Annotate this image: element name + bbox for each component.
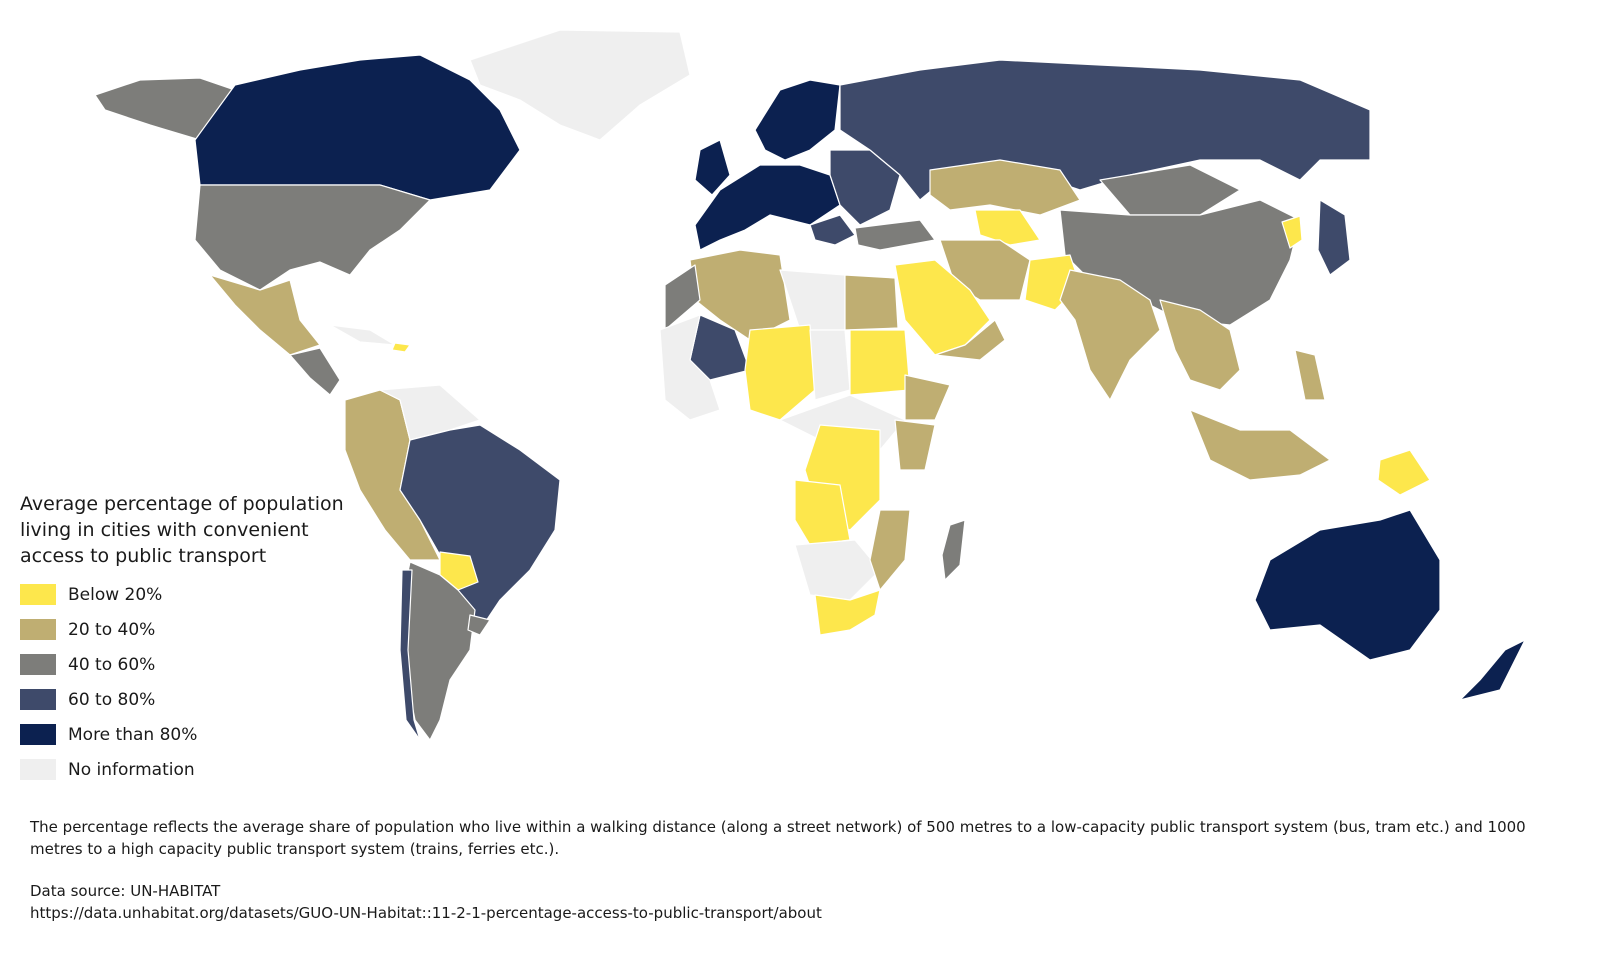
region-uk bbox=[694, 139, 731, 196]
source-label: Data source: UN-HABITAT bbox=[30, 882, 221, 900]
region-sudan bbox=[849, 329, 911, 396]
region-png bbox=[1377, 449, 1431, 496]
region-morocco-west bbox=[664, 264, 701, 331]
region-niger-nigeria bbox=[744, 324, 816, 421]
region-canada bbox=[194, 54, 521, 201]
region-south-africa bbox=[814, 589, 881, 636]
legend-label: 60 to 80% bbox=[68, 689, 156, 710]
region-central-asia bbox=[974, 209, 1041, 246]
legend-title: Average percentage of population living … bbox=[20, 493, 344, 567]
region-scandinavia bbox=[754, 79, 841, 161]
region-mexico bbox=[209, 274, 321, 356]
region-ethiopia bbox=[904, 374, 951, 421]
source-url: https://data.unhabitat.org/datasets/GUO-… bbox=[30, 904, 822, 922]
region-greenland bbox=[469, 29, 691, 141]
region-haiti bbox=[391, 342, 411, 353]
region-kazakhstan bbox=[929, 159, 1081, 216]
legend-swatch bbox=[20, 689, 56, 710]
region-west-africa bbox=[659, 314, 721, 421]
region-se-asia bbox=[1159, 299, 1241, 391]
world-choropleth-map bbox=[94, 29, 1526, 741]
region-central-america bbox=[289, 347, 341, 396]
region-philippines bbox=[1294, 349, 1326, 401]
legend-label: More than 80% bbox=[68, 724, 198, 745]
region-libya bbox=[779, 269, 846, 331]
footer-note: The percentage reflects the average shar… bbox=[30, 818, 1526, 858]
legend-item: More than 80% bbox=[20, 717, 360, 752]
region-chile bbox=[399, 569, 421, 741]
map-legend: Average percentage of population living … bbox=[20, 491, 360, 787]
region-arabia bbox=[894, 259, 991, 356]
region-oman-yemen bbox=[934, 319, 1006, 361]
legend-swatch bbox=[20, 759, 56, 780]
region-east-africa bbox=[894, 419, 936, 471]
legend-label: 40 to 60% bbox=[68, 654, 156, 675]
legend-label: 20 to 40% bbox=[68, 619, 156, 640]
region-india bbox=[1059, 269, 1161, 401]
region-madagascar bbox=[941, 519, 966, 581]
legend-item: 20 to 40% bbox=[20, 612, 360, 647]
region-balkans bbox=[809, 214, 856, 246]
legend-swatch bbox=[20, 584, 56, 605]
region-egypt bbox=[844, 274, 899, 331]
region-japan bbox=[1317, 199, 1351, 276]
legend-swatch bbox=[20, 654, 56, 675]
region-mozambique bbox=[869, 509, 911, 591]
legend-item: 40 to 60% bbox=[20, 647, 360, 682]
legend-item: Below 20% bbox=[20, 577, 360, 612]
region-australia bbox=[1254, 509, 1441, 661]
region-turkey bbox=[854, 219, 936, 251]
region-brazil bbox=[399, 424, 561, 631]
region-caribbean bbox=[329, 324, 396, 346]
region-indonesia bbox=[1189, 409, 1331, 481]
region-western-europe bbox=[694, 164, 841, 251]
legend-item: No information bbox=[20, 752, 360, 787]
legend-item: 60 to 80% bbox=[20, 682, 360, 717]
region-new-zealand bbox=[1459, 639, 1526, 701]
region-paraguay bbox=[439, 551, 479, 591]
legend-label: No information bbox=[68, 759, 195, 780]
legend-label: Below 20% bbox=[68, 584, 163, 605]
region-mongolia bbox=[1099, 164, 1241, 216]
region-chad bbox=[809, 329, 851, 401]
region-southern-africa-mid bbox=[794, 539, 881, 601]
legend-swatch bbox=[20, 724, 56, 745]
footer: The percentage reflects the average shar… bbox=[30, 816, 1575, 924]
region-usa bbox=[194, 184, 431, 291]
legend-swatch bbox=[20, 619, 56, 640]
region-korea bbox=[1281, 215, 1303, 249]
region-uruguay bbox=[467, 614, 491, 636]
